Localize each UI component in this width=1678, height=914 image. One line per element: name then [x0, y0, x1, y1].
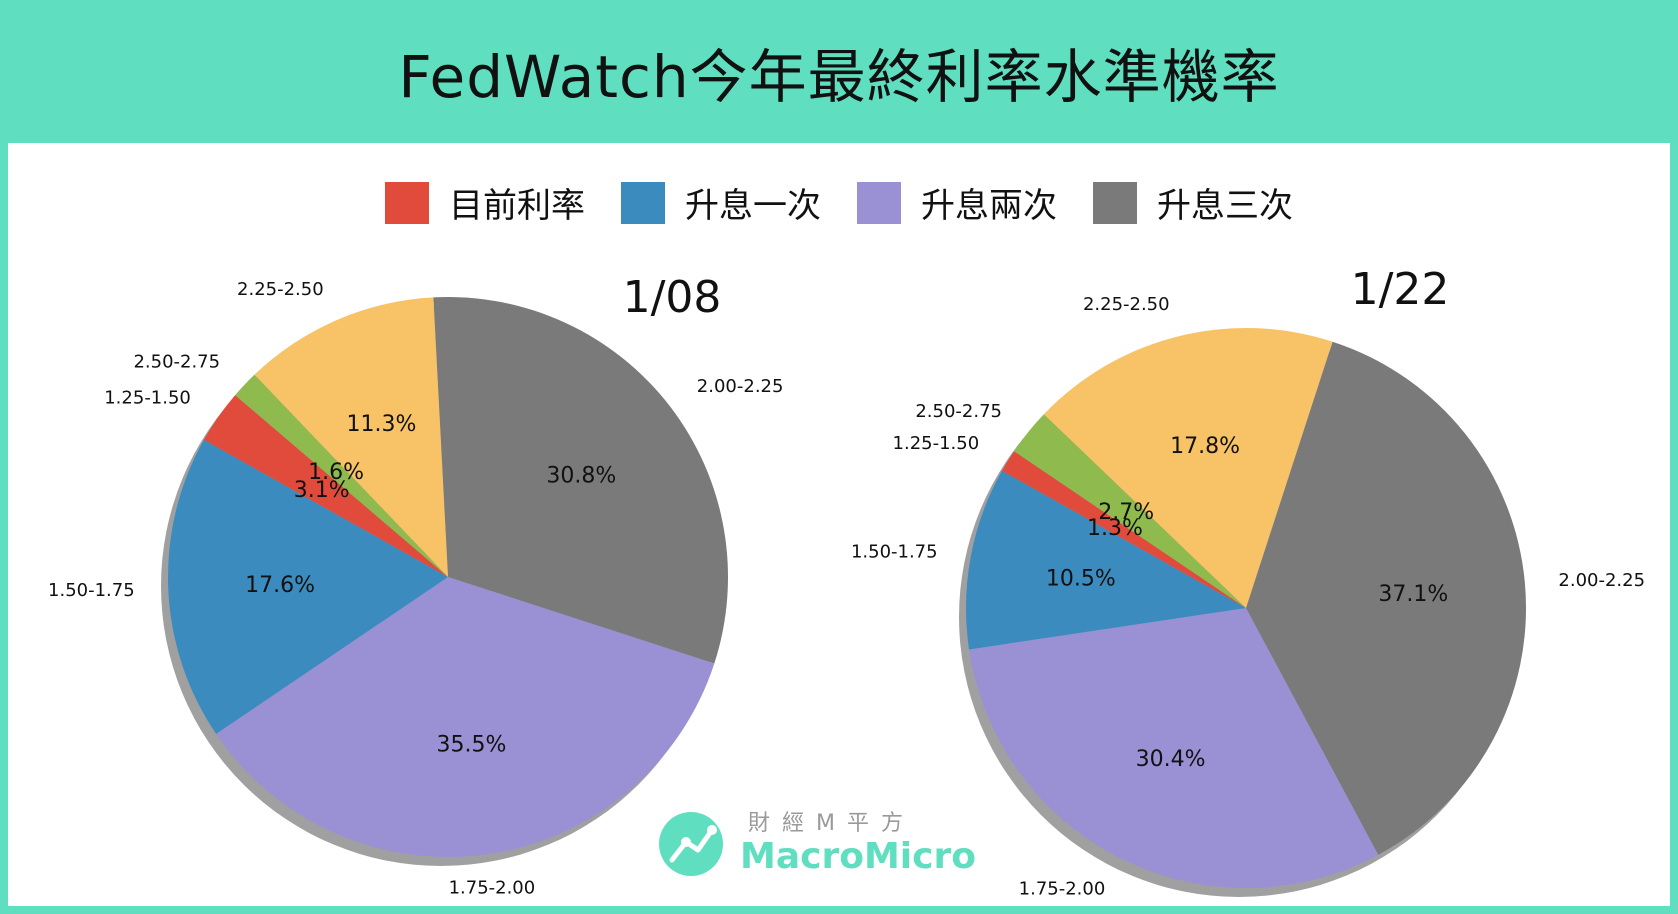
legend-label: 升息三次: [1157, 186, 1293, 226]
pie-slice-1-25-1-50: [1001, 451, 1246, 608]
chart-dot-icon: [707, 825, 717, 835]
legend-item-hike-three-times: 升息三次: [1093, 178, 1293, 227]
pie-percent-label: 37.1%: [1378, 582, 1448, 607]
watermark-chinese: 財經M平方: [748, 811, 915, 836]
pie-percent-label: 11.3%: [346, 412, 416, 437]
chart-title: FedWatch今年最終利率水準機率: [398, 42, 1280, 111]
legend-swatch: [1093, 181, 1137, 224]
pie-category-label: 2.00-2.25: [1558, 570, 1645, 591]
legend-swatch: [857, 181, 901, 224]
macromicro-watermark: 財經M平方 MacroMicro: [659, 811, 976, 877]
pie-percent-label: 1.6%: [308, 460, 364, 485]
pie-category-label: 1.75-2.00: [449, 878, 536, 899]
legend-label: 升息一次: [685, 186, 821, 226]
pie-category-label: 2.25-2.50: [1083, 294, 1170, 315]
pie-slice-1-50-1-75: [167, 439, 449, 734]
legend-item-current-rate: 目前利率: [385, 178, 585, 227]
pie-category-label: 1.50-1.75: [48, 580, 135, 601]
pie-percent-label: 17.8%: [1170, 434, 1240, 459]
pie-percent-label: 10.5%: [1046, 567, 1116, 592]
title-bar: FedWatch今年最終利率水準機率: [0, 0, 1678, 143]
pie-category-label: 1.25-1.50: [104, 387, 191, 408]
legend-swatch: [621, 181, 665, 224]
legend-item-hike-once: 升息一次: [621, 178, 821, 227]
pie-chart-1-08: 30.8% 2.00-2.25 35.5% 1.75-2.00 17.6% 1.50-1.…: [48, 279, 783, 898]
pie-percent-label: 17.6%: [245, 573, 315, 598]
pie-category-label: 1.25-1.50: [893, 433, 980, 454]
legend-label: 目前利率: [449, 186, 585, 226]
pie-chart-1-22: 37.1% 2.00-2.25 30.4% 1.75-2.00 10.5% 1.50-1.…: [851, 294, 1645, 899]
chart-line-icon: [669, 827, 715, 863]
legend-item-hike-twice: 升息兩次: [857, 178, 1057, 227]
pie-percent-label: 30.8%: [546, 464, 616, 489]
pie-slice-2-25-2-50: [1043, 327, 1333, 608]
pie-percent-label: 3.1%: [294, 478, 350, 503]
pie-slice-2-50-2-75: [235, 374, 448, 577]
pie-slice-1-50-1-75: [965, 470, 1246, 650]
legend-label: 升息兩次: [921, 186, 1057, 226]
pie-percent-label: 2.7%: [1098, 500, 1154, 525]
pie-percent-label: 30.4%: [1136, 747, 1206, 772]
pie-slice-1-25-1-50: [203, 395, 448, 577]
pie-slice-2-50-2-75: [1014, 414, 1246, 608]
pie-category-label: 2.50-2.75: [915, 401, 1002, 422]
pie-slice-1-75-2-00: [216, 577, 715, 857]
pie-slice-2-00-2-25: [433, 296, 729, 664]
chart-dot-icon: [681, 837, 691, 847]
pie-category-label: 2.50-2.75: [133, 352, 220, 373]
pie-slice-2-25-2-50: [254, 297, 448, 577]
pie-percent-label: 1.3%: [1087, 516, 1143, 541]
pie-percent-label: 35.5%: [437, 732, 507, 757]
pie-title-1-08: 1/08: [623, 272, 722, 323]
pie-category-label: 2.25-2.50: [237, 279, 324, 300]
pie-category-label: 1.75-2.00: [1019, 878, 1106, 899]
watermark-brand: MacroMicro: [740, 836, 976, 877]
legend: 目前利率 升息一次 升息兩次 升息三次: [0, 178, 1678, 227]
pie-category-label: 1.50-1.75: [851, 541, 938, 562]
legend-swatch: [385, 181, 429, 224]
pie-title-1-22: 1/22: [1351, 264, 1450, 315]
pie-slice-1-75-2-00: [969, 608, 1379, 889]
pie-category-label: 2.00-2.25: [697, 376, 784, 397]
pie-slice-2-00-2-25: [1246, 341, 1527, 855]
